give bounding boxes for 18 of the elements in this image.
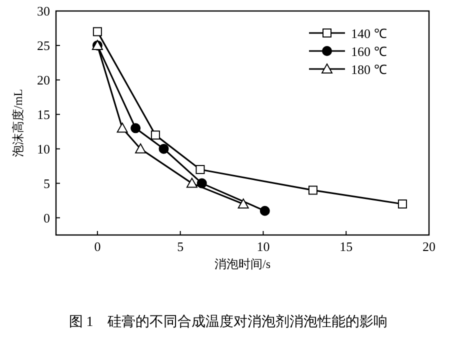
legend-label: 160 ℃ [351,44,387,59]
x-tick-label: 15 [340,239,353,254]
x-tick-label: 20 [422,239,436,254]
y-tick-label: 20 [37,72,50,88]
y-tick-label: 25 [37,38,50,53]
x-axis-title: 消泡时间/s [214,257,271,271]
y-tick-label: 15 [37,106,50,122]
y-tick-label: 0 [44,210,50,226]
x-tick-label: 0 [94,239,101,254]
x-tick-label: 5 [177,239,184,254]
legend-label: 140 ℃ [351,26,387,41]
y-axis-title: 泡沫高度/mL [11,89,25,157]
y-tick-label: 30 [37,4,50,18]
x-tick-label: 10 [256,239,270,254]
y-tick-label: 5 [44,176,50,191]
y-tick-label: 10 [37,141,50,156]
legend-label: 180 ℃ [351,62,387,77]
caption: 图 1 硅膏的不同合成温度对消泡剂消泡性能的影响 [68,314,388,330]
